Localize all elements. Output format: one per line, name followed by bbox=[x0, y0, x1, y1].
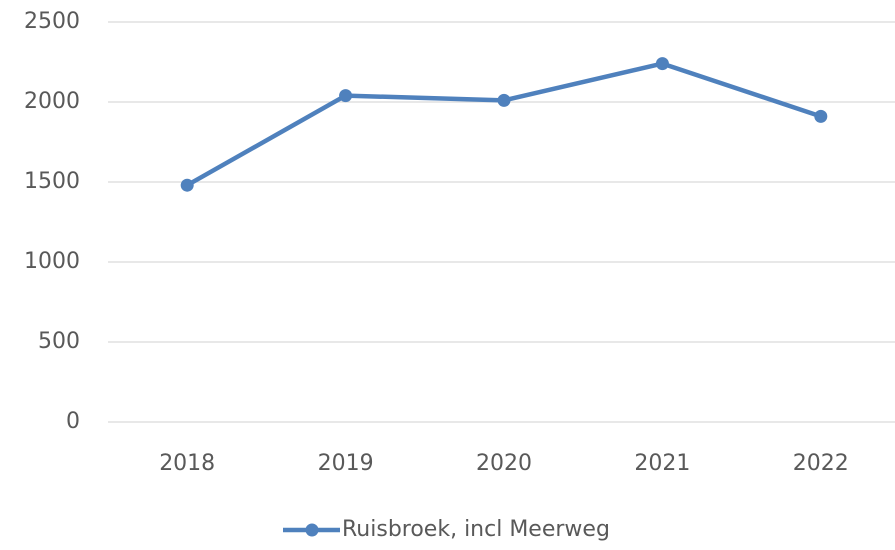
data-point bbox=[655, 57, 669, 71]
y-tick-label: 1000 bbox=[24, 249, 80, 274]
y-tick-label: 0 bbox=[66, 409, 80, 434]
data-line bbox=[186, 61, 822, 188]
y-tick-label: 1500 bbox=[24, 169, 80, 194]
legend-marker bbox=[305, 523, 319, 537]
x-tick-label: 2019 bbox=[318, 451, 374, 476]
x-tick-label: 2022 bbox=[793, 451, 849, 476]
y-tick-label: 2000 bbox=[24, 89, 80, 114]
x-tick-label: 2021 bbox=[634, 451, 690, 476]
data-point bbox=[180, 178, 194, 192]
y-tick-label: 500 bbox=[38, 329, 80, 354]
data-point bbox=[814, 109, 828, 123]
legend-label: Ruisbroek, incl Meerweg bbox=[342, 517, 610, 542]
x-tick-label: 2020 bbox=[476, 451, 532, 476]
x-tick-label: 2018 bbox=[159, 451, 215, 476]
data-point bbox=[339, 89, 353, 103]
y-tick-label: 2500 bbox=[24, 9, 80, 34]
data-point bbox=[497, 93, 511, 107]
